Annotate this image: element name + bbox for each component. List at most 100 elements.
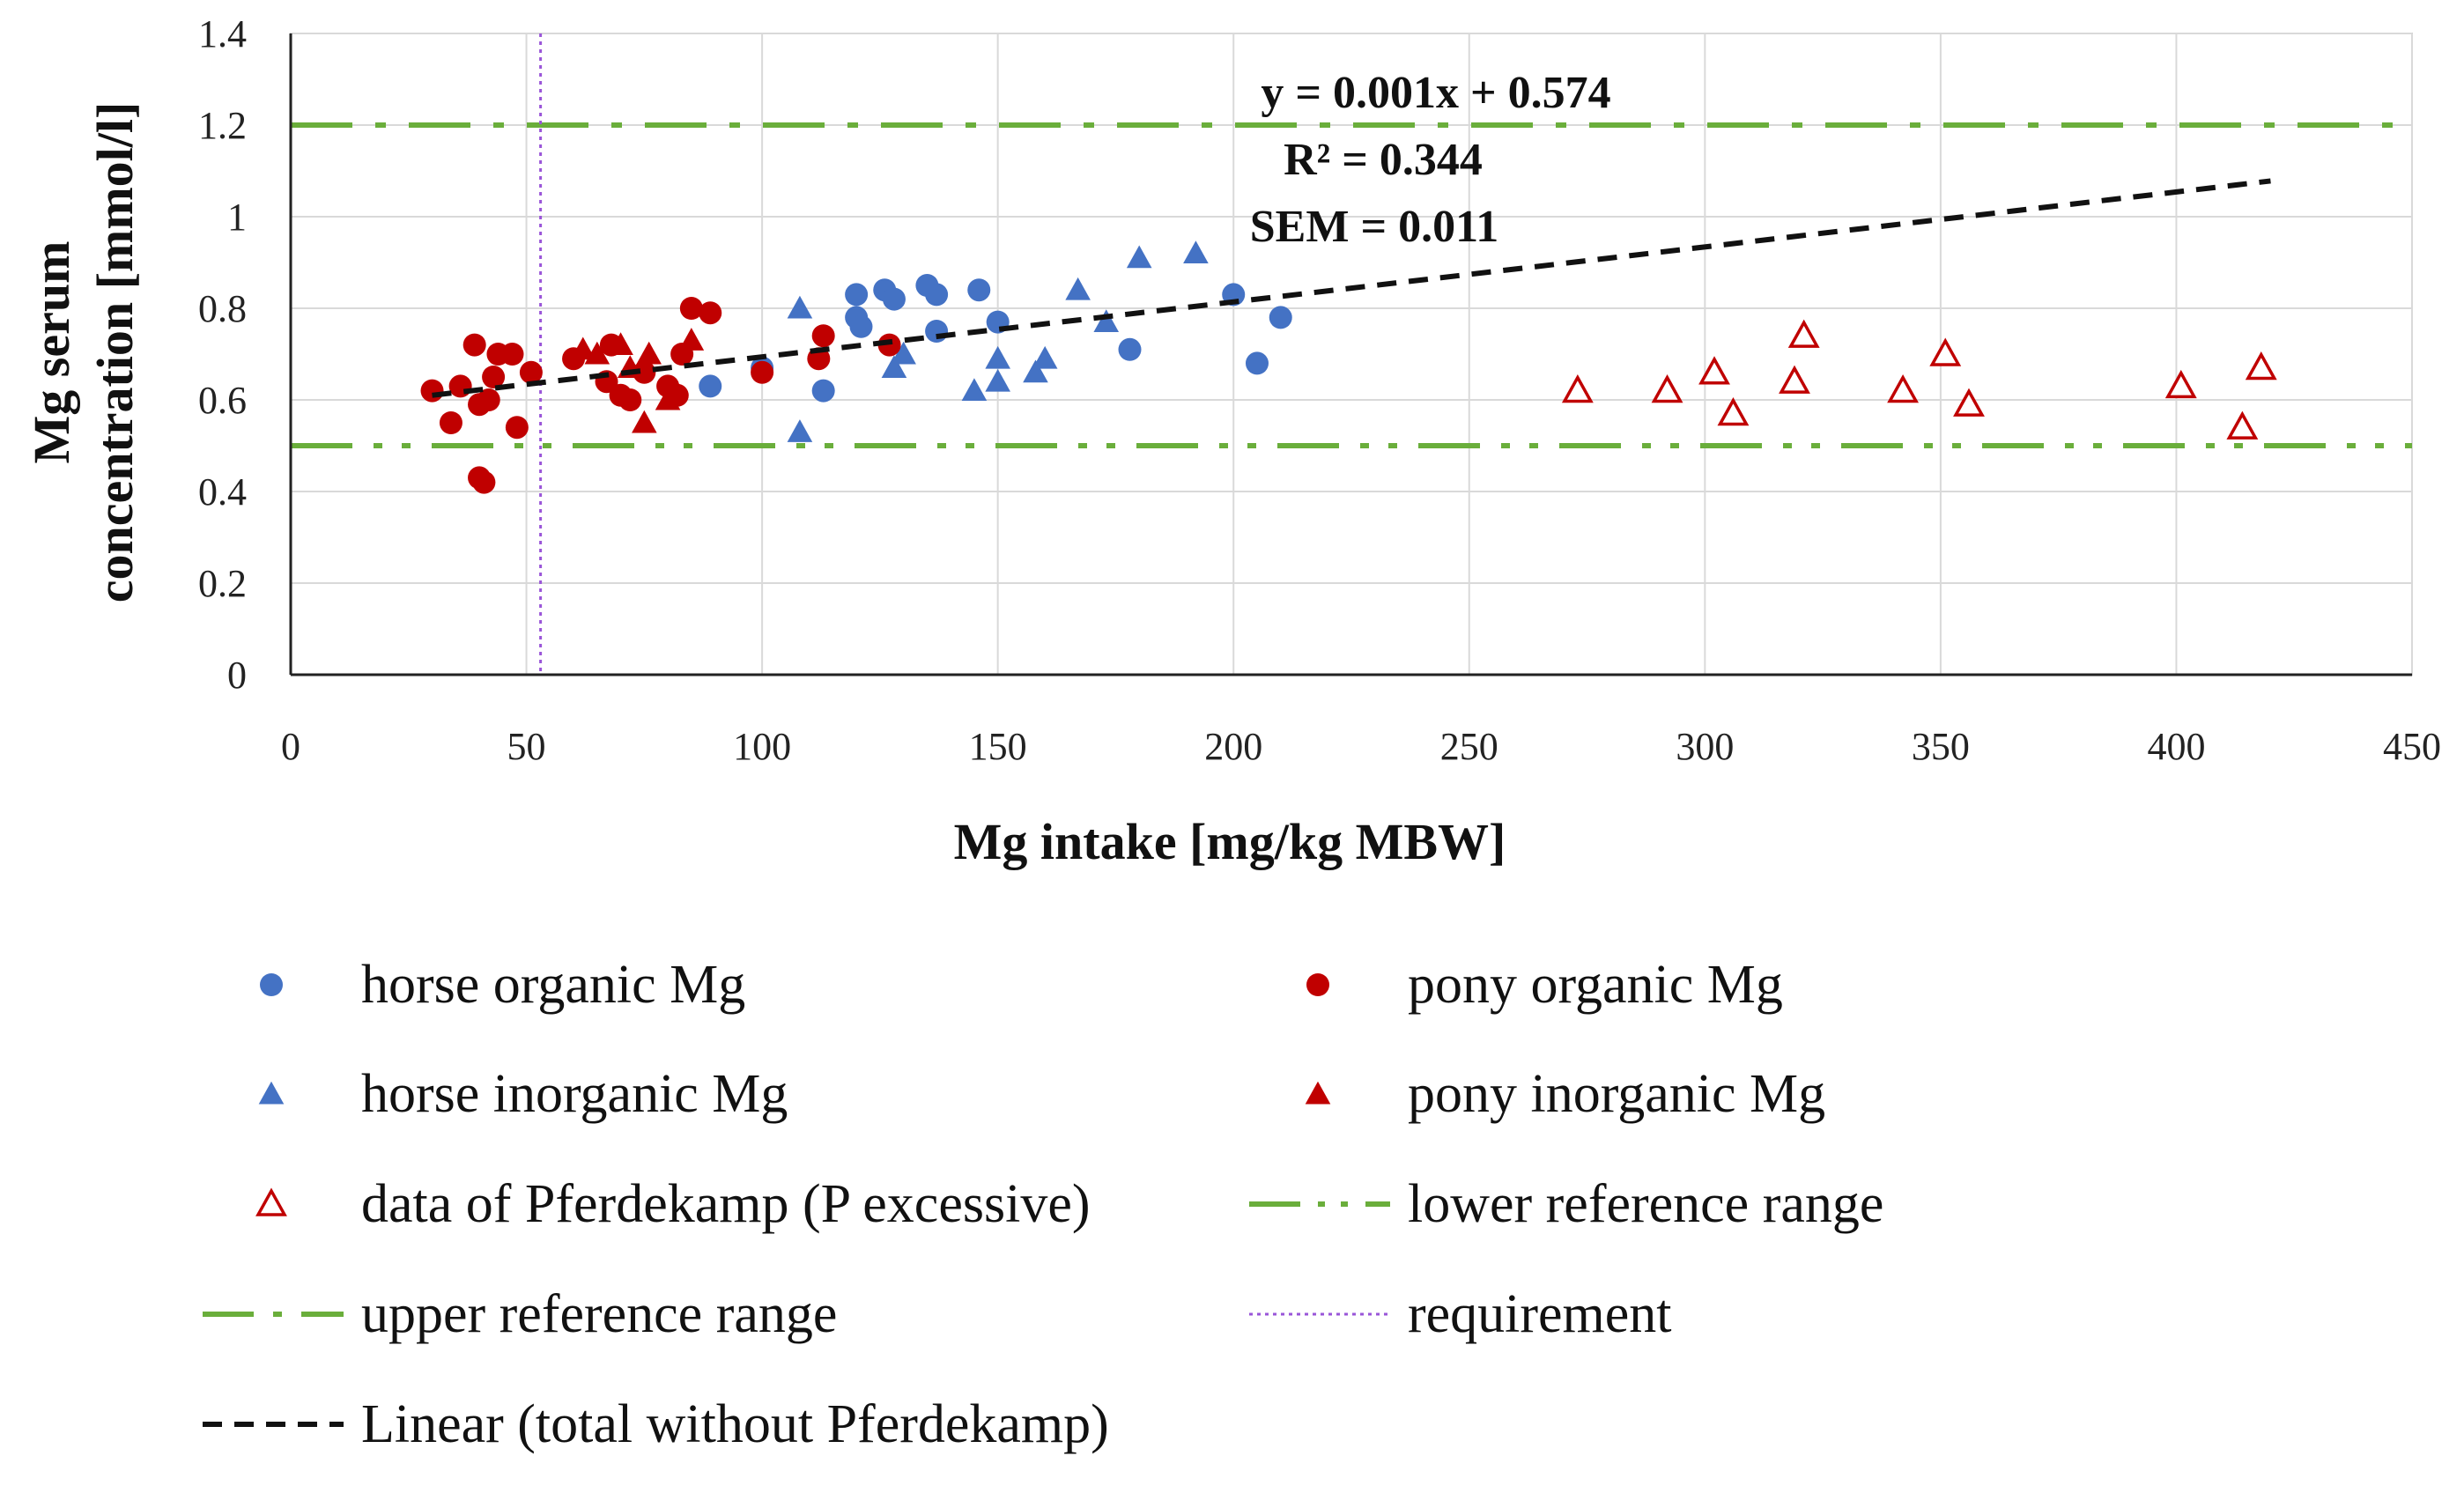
x-tick-label: 400 [2147, 725, 2205, 768]
y-tick-label: 0.6 [198, 379, 247, 422]
series-horse-organic-mg [699, 274, 1292, 403]
data-points-layer [420, 240, 2277, 494]
data-point [618, 388, 642, 411]
legend-item: lower reference range [1249, 1174, 1883, 1234]
data-point [1093, 309, 1120, 333]
data-point [1887, 374, 1920, 403]
data-point [584, 341, 610, 365]
annotation-group: y = 0.001x + 0.574 R² = 0.344 SEM = 0.01… [1250, 68, 1611, 252]
y-tick-label: 0.2 [198, 562, 247, 605]
data-point [877, 333, 901, 357]
data-point [787, 419, 813, 442]
data-point [925, 283, 949, 307]
series-horse-inorganic-mg [787, 240, 1209, 442]
data-point [1269, 306, 1292, 329]
data-point [678, 328, 705, 351]
legend-circle-symbol [260, 973, 283, 996]
x-tick-label: 0 [281, 725, 300, 768]
data-point [1698, 356, 1730, 385]
reference-lines-layer [291, 33, 2412, 675]
data-point [845, 283, 869, 307]
y-tick-label: 0.4 [198, 470, 247, 514]
data-point [462, 333, 486, 357]
axis-titles: Mg intake [mg/kg MBW] Mg serum concentra… [23, 102, 1506, 870]
x-tick-label: 100 [733, 725, 791, 768]
legend-triangle-open-symbol [255, 1187, 287, 1216]
x-tick-label: 250 [1440, 725, 1498, 768]
data-point [1023, 359, 1048, 383]
data-point [679, 297, 703, 320]
data-point [633, 360, 656, 384]
data-point [1787, 319, 1820, 348]
legend-label: upper reference range [361, 1284, 837, 1344]
data-point [925, 320, 949, 343]
data-point [882, 287, 906, 311]
x-tick-label: 200 [1204, 725, 1262, 768]
data-point [751, 360, 774, 384]
data-point [1929, 337, 1962, 366]
data-point [477, 388, 500, 411]
data-point [632, 410, 657, 433]
legend-triangle-symbol [1305, 1081, 1331, 1105]
legend-triangle-symbol [258, 1081, 285, 1105]
equation-label: y = 0.001x + 0.574 [1261, 68, 1610, 118]
x-axis-title: Mg intake [mg/kg MBW] [954, 813, 1506, 870]
data-point [636, 341, 662, 365]
y-axis-title-line2: concentration [mmol/l] [86, 102, 144, 603]
trendline-layer [432, 178, 2271, 398]
legend-label: horse organic Mg [361, 955, 745, 1015]
legend-label: data of Pferdekamp (P excessive) [361, 1174, 1091, 1234]
data-point [420, 379, 444, 403]
sem-label: SEM = 0.011 [1250, 202, 1498, 252]
x-tick-label: 300 [1676, 725, 1734, 768]
legend-label: requirement [1408, 1284, 1672, 1344]
data-point [1561, 374, 1594, 403]
series-data-of-pferdekamp-p-excessive [1561, 319, 2277, 440]
data-point [699, 374, 722, 398]
data-point [1779, 365, 1810, 394]
data-point [811, 324, 835, 348]
legend-item: upper reference range [203, 1284, 837, 1344]
x-tick-label: 50 [507, 725, 546, 768]
legend-label: lower reference range [1408, 1174, 1883, 1234]
data-point [787, 295, 813, 319]
x-tick-label: 450 [2383, 725, 2441, 768]
legend-label: pony organic Mg [1408, 955, 1783, 1015]
data-point [891, 341, 916, 365]
legend-item: pony organic Mg [1306, 955, 1783, 1015]
data-point [570, 336, 596, 360]
x-tick-label: 350 [1912, 725, 1970, 768]
data-point [1126, 245, 1152, 269]
y-tick-label: 0 [227, 654, 247, 697]
x-tick-label: 150 [969, 725, 1027, 768]
axes-layer: 0 50 100 150 200 250 300 350 400 450 0 0.2 0.4 0.6 0.8… [198, 12, 2441, 768]
data-point [849, 314, 873, 338]
data-point [1032, 345, 1058, 369]
y-tick-label: 0.8 [198, 287, 247, 330]
data-point [967, 278, 991, 302]
legend-label: horse inorganic Mg [361, 1064, 788, 1124]
legend: horse organic Mg pony organic Mg horse ino… [203, 955, 1883, 1454]
data-point [985, 345, 1010, 369]
data-point [482, 366, 506, 388]
data-point [2164, 369, 2197, 399]
data-point [500, 343, 524, 366]
data-point [1183, 240, 1209, 264]
data-point [881, 355, 907, 379]
data-point [1651, 374, 1683, 403]
data-point [1245, 351, 1269, 375]
data-point [519, 360, 543, 384]
legend-item: requirement [1249, 1284, 1672, 1344]
y-tick-label: 1.2 [198, 104, 247, 147]
data-point [1717, 397, 1750, 426]
legend-circle-symbol [1306, 973, 1329, 996]
data-point [505, 416, 529, 440]
legend-item: horse inorganic Mg [258, 1064, 788, 1124]
data-point [439, 411, 462, 434]
y-tick-label: 1 [227, 196, 247, 239]
y-axis-title-line1: Mg serum [23, 241, 80, 464]
grid-layer [290, 33, 2413, 676]
data-point [448, 374, 472, 398]
legend-item: Linear (total without Pferdekamp) [203, 1394, 1109, 1454]
